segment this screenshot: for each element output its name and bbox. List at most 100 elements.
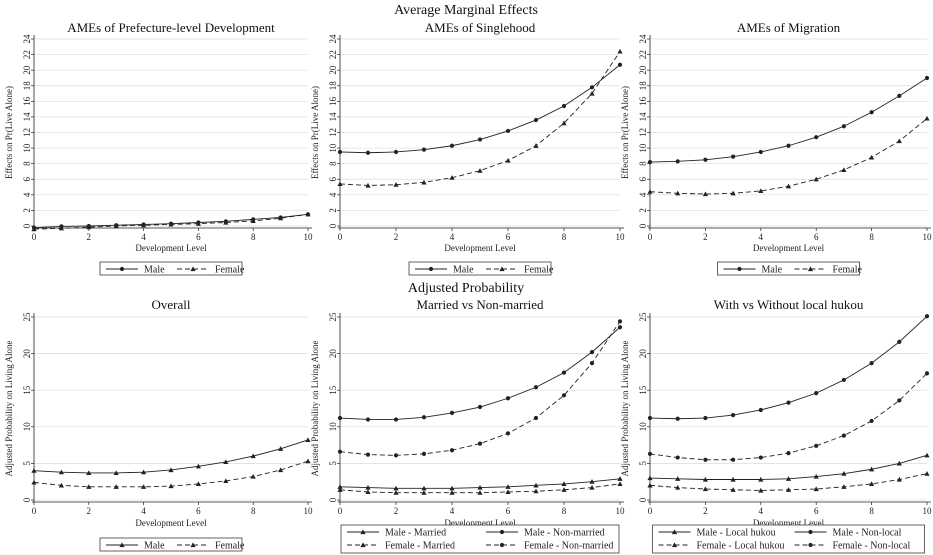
y-tick-label: 10 xyxy=(328,143,338,153)
y-tick-label: 8 xyxy=(22,161,32,166)
x-tick-label: 10 xyxy=(616,232,626,242)
data-point xyxy=(250,453,256,459)
x-tick-label: 2 xyxy=(394,232,399,242)
data-point xyxy=(337,415,343,421)
data-point xyxy=(477,137,483,142)
data-point xyxy=(758,487,764,493)
data-point xyxy=(168,467,174,473)
data-point xyxy=(897,398,902,403)
x-tick-label: 8 xyxy=(869,506,874,516)
data-point xyxy=(561,370,567,375)
x-tick-label: 6 xyxy=(814,232,819,242)
data-point xyxy=(647,160,653,165)
data-point xyxy=(786,143,791,148)
data-point xyxy=(365,417,371,422)
data-point xyxy=(897,339,902,344)
data-point xyxy=(421,485,427,491)
data-point xyxy=(869,481,875,486)
legend: Male Female xyxy=(408,261,554,276)
x-tick-label: 2 xyxy=(703,506,708,516)
y-tick-label: 6 xyxy=(22,177,32,182)
legend-marker xyxy=(360,542,366,548)
data-point xyxy=(561,487,567,492)
data-point xyxy=(561,103,567,109)
legend-marker xyxy=(119,542,125,548)
data-point xyxy=(786,400,791,405)
data-point xyxy=(533,143,539,148)
x-tick-label: 4 xyxy=(141,232,146,242)
y-tick-label: 4 xyxy=(328,192,338,197)
data-point xyxy=(924,75,930,81)
data-point xyxy=(841,167,847,172)
legend: Male Female xyxy=(99,537,245,552)
y-tick-label: 4 xyxy=(638,192,648,197)
legend-label: Female - Local hukou xyxy=(697,541,785,552)
data-point xyxy=(337,149,343,155)
data-point xyxy=(393,182,399,187)
y-tick-label: 10 xyxy=(638,143,648,153)
data-point xyxy=(731,154,736,159)
data-point xyxy=(533,117,539,123)
data-point xyxy=(617,48,623,54)
legend-label: Male xyxy=(144,265,165,276)
legend-label: Male - Married xyxy=(385,528,446,539)
data-point xyxy=(896,138,902,144)
legend-marker xyxy=(807,266,814,272)
data-point xyxy=(86,484,92,489)
y-tick-label: 16 xyxy=(328,96,338,106)
y-axis-label: Adjusted Probability on Living Alone xyxy=(4,341,14,477)
data-point xyxy=(113,223,119,229)
data-point xyxy=(924,452,930,458)
data-point xyxy=(869,110,874,115)
data-point xyxy=(477,441,483,446)
y-tick-label: 22 xyxy=(22,50,32,59)
data-point xyxy=(305,437,311,443)
series-line-1 xyxy=(649,118,928,195)
data-point xyxy=(561,393,567,398)
data-point xyxy=(533,482,539,488)
data-point xyxy=(58,225,64,231)
data-point xyxy=(869,361,874,366)
data-point xyxy=(869,466,875,472)
y-tick-label: 20 xyxy=(638,349,648,359)
legend-box xyxy=(340,524,620,554)
data-point xyxy=(758,188,764,194)
y-tick-label: 14 xyxy=(22,112,32,122)
y-tick-label: 24 xyxy=(328,34,338,44)
legend-label: Male - Non-married xyxy=(524,528,605,539)
x-tick-label: 0 xyxy=(32,506,37,516)
y-tick-label: 0 xyxy=(22,223,32,228)
data-point xyxy=(814,443,819,448)
data-point xyxy=(113,470,119,475)
legend-marker xyxy=(808,529,813,535)
data-point xyxy=(675,484,681,490)
data-point xyxy=(896,476,902,482)
data-point xyxy=(813,176,819,182)
y-tick-label: 22 xyxy=(328,50,338,59)
chart-title: Married vs Non-married xyxy=(416,297,544,312)
y-tick-label: 20 xyxy=(328,65,338,75)
data-point xyxy=(589,350,595,355)
chart-panel-5: With vs Without local hukou 0 5 10 15 20 25 0 2 4… xyxy=(620,297,932,554)
chart-panel-3: Overall 0 5 10 15 20 25 0 2 4 6 8 10 Development Leve… xyxy=(4,297,313,552)
data-point xyxy=(505,489,511,495)
legend-label: Female - Non-local xyxy=(833,541,911,552)
y-tick-label: 25 xyxy=(328,312,338,322)
data-point xyxy=(58,469,64,475)
y-tick-label: 16 xyxy=(638,96,648,106)
chart-title: AMEs of Migration xyxy=(737,20,841,35)
y-tick-label: 20 xyxy=(328,349,338,359)
data-point xyxy=(675,476,681,481)
x-tick-label: 4 xyxy=(759,506,764,516)
data-point xyxy=(702,476,708,482)
data-point xyxy=(841,471,847,476)
data-point xyxy=(31,468,37,473)
y-axis-label: Effects on Pr(Live Alone) xyxy=(620,86,630,179)
y-tick-label: 18 xyxy=(328,81,338,91)
y-tick-label: 22 xyxy=(638,50,648,59)
chart-title: With vs Without local hukou xyxy=(714,297,864,312)
y-tick-label: 16 xyxy=(22,96,32,106)
data-point xyxy=(223,459,229,465)
data-point xyxy=(786,451,791,456)
